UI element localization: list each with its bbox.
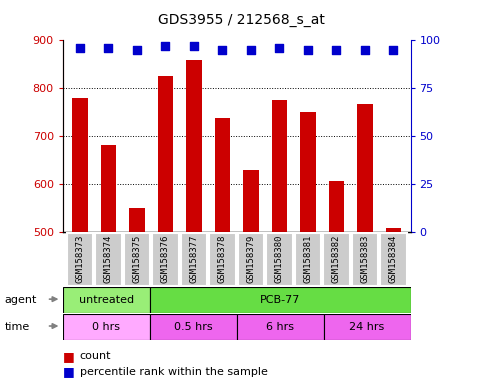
- Text: 0 hrs: 0 hrs: [92, 322, 120, 332]
- Bar: [100, 145, 116, 232]
- FancyBboxPatch shape: [380, 233, 407, 286]
- FancyBboxPatch shape: [352, 233, 378, 286]
- Text: GDS3955 / 212568_s_at: GDS3955 / 212568_s_at: [158, 13, 325, 27]
- FancyBboxPatch shape: [295, 233, 321, 286]
- Bar: [157, 76, 173, 232]
- Text: GSM158383: GSM158383: [360, 235, 369, 283]
- FancyBboxPatch shape: [150, 287, 411, 313]
- Text: GSM158381: GSM158381: [303, 235, 313, 283]
- Text: 24 hrs: 24 hrs: [350, 322, 384, 332]
- Point: [161, 43, 169, 49]
- Point: [76, 45, 84, 51]
- Text: 0.5 hrs: 0.5 hrs: [174, 322, 213, 332]
- Text: GSM158377: GSM158377: [189, 235, 199, 283]
- FancyBboxPatch shape: [237, 314, 324, 340]
- Text: PCB-77: PCB-77: [260, 295, 300, 305]
- FancyBboxPatch shape: [150, 314, 237, 340]
- Text: GSM158384: GSM158384: [389, 235, 398, 283]
- Point: [247, 47, 255, 53]
- Text: GSM158380: GSM158380: [275, 235, 284, 283]
- Text: GSM158382: GSM158382: [332, 235, 341, 283]
- Point: [104, 45, 112, 51]
- Bar: [385, 227, 401, 232]
- Bar: [129, 208, 145, 232]
- Point: [218, 47, 226, 53]
- Bar: [186, 60, 202, 232]
- Text: untreated: untreated: [79, 295, 134, 305]
- Point: [304, 47, 312, 53]
- FancyBboxPatch shape: [95, 233, 122, 286]
- Text: percentile rank within the sample: percentile rank within the sample: [80, 367, 268, 377]
- FancyBboxPatch shape: [238, 233, 264, 286]
- FancyBboxPatch shape: [63, 314, 150, 340]
- Point: [133, 47, 141, 53]
- Text: ■: ■: [63, 350, 74, 363]
- Text: GSM158375: GSM158375: [132, 235, 142, 283]
- Point: [361, 47, 369, 53]
- Text: agent: agent: [5, 295, 37, 305]
- FancyBboxPatch shape: [67, 233, 93, 286]
- FancyBboxPatch shape: [324, 314, 411, 340]
- Point: [390, 47, 398, 53]
- Point: [276, 45, 284, 51]
- FancyBboxPatch shape: [63, 287, 150, 313]
- Bar: [300, 112, 316, 232]
- Text: 6 hrs: 6 hrs: [266, 322, 294, 332]
- FancyBboxPatch shape: [181, 233, 207, 286]
- Text: GSM158374: GSM158374: [104, 235, 113, 283]
- Bar: [357, 104, 373, 232]
- FancyBboxPatch shape: [152, 233, 179, 286]
- Bar: [214, 118, 230, 232]
- Text: count: count: [80, 351, 111, 361]
- Text: GSM158373: GSM158373: [75, 235, 85, 283]
- Bar: [243, 170, 259, 232]
- FancyBboxPatch shape: [323, 233, 350, 286]
- Text: time: time: [5, 322, 30, 332]
- Point: [333, 47, 341, 53]
- Bar: [271, 100, 287, 232]
- FancyBboxPatch shape: [124, 233, 150, 286]
- FancyBboxPatch shape: [209, 233, 236, 286]
- Bar: [72, 98, 88, 232]
- Bar: [328, 181, 344, 232]
- Point: [190, 43, 198, 49]
- Text: GSM158376: GSM158376: [161, 235, 170, 283]
- Text: ■: ■: [63, 365, 74, 378]
- Text: GSM158379: GSM158379: [246, 235, 256, 283]
- Text: GSM158378: GSM158378: [218, 235, 227, 283]
- FancyBboxPatch shape: [266, 233, 293, 286]
